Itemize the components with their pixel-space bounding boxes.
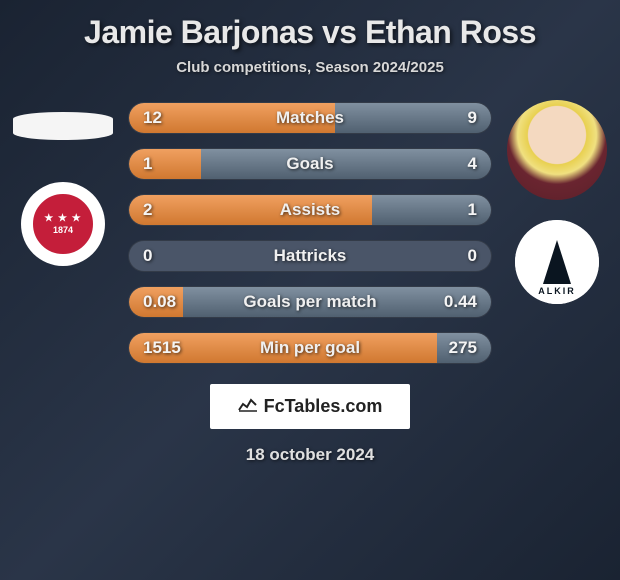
- stat-value-left: 2: [143, 200, 152, 220]
- stat-value-right: 0: [468, 246, 477, 266]
- stat-value-right: 9: [468, 108, 477, 128]
- stat-value-left: 0.08: [143, 292, 176, 312]
- right-player-photo: [507, 100, 607, 200]
- stat-label: Min per goal: [260, 338, 360, 358]
- stat-label: Goals: [286, 154, 333, 174]
- stat-bar-assists: 2 1 Assists: [128, 194, 492, 226]
- stat-value-left: 1: [143, 154, 152, 174]
- stat-bar-matches: 12 9 Matches: [128, 102, 492, 134]
- stat-bar-min-per-goal: 1515 275 Min per goal: [128, 332, 492, 364]
- branding-text: FcTables.com: [264, 396, 383, 417]
- stat-value-right: 4: [468, 154, 477, 174]
- falkirk-text: ALKIR: [538, 286, 576, 296]
- stats-column: 12 9 Matches 1 4 Goals 2 1 Assists 0 0 Hattricks 0.0…: [128, 96, 492, 364]
- stat-label: Hattricks: [274, 246, 347, 266]
- right-player-column: ALKIR: [502, 96, 612, 304]
- stat-label: Goals per match: [243, 292, 376, 312]
- stat-bar-hattricks: 0 0 Hattricks: [128, 240, 492, 272]
- stat-bar-goals: 1 4 Goals: [128, 148, 492, 180]
- snapshot-date: 18 october 2024: [246, 445, 375, 465]
- stat-value-left: 0: [143, 246, 152, 266]
- stat-label: Assists: [280, 200, 340, 220]
- left-player-column: ★ ★ ★ 1874: [8, 96, 118, 266]
- stat-value-left: 12: [143, 108, 162, 128]
- hamilton-year: 1874: [53, 225, 73, 235]
- falkirk-spire-icon: [543, 240, 571, 284]
- stat-value-right: 0.44: [444, 292, 477, 312]
- stat-bar-left-fill: [129, 149, 201, 179]
- left-club-badge: ★ ★ ★ 1874: [21, 182, 105, 266]
- stat-value-right: 275: [449, 338, 477, 358]
- comparison-title: Jamie Barjonas vs Ethan Ross: [84, 14, 536, 51]
- stat-label: Matches: [276, 108, 344, 128]
- stat-value-left: 1515: [143, 338, 181, 358]
- stat-value-right: 1: [468, 200, 477, 220]
- stat-bar-goals-per-match: 0.08 0.44 Goals per match: [128, 286, 492, 318]
- season-subtitle: Club competitions, Season 2024/2025: [176, 59, 444, 76]
- comparison-main: ★ ★ ★ 1874 12 9 Matches 1 4 Goals 2 1 Assists 0 0 H…: [8, 96, 612, 364]
- falkirk-crest: ALKIR: [515, 220, 599, 304]
- right-club-badge: ALKIR: [515, 220, 599, 304]
- stat-bar-right-fill: [201, 149, 491, 179]
- branding-badge: FcTables.com: [210, 384, 411, 429]
- left-player-photo: [13, 112, 113, 140]
- hamilton-crest: ★ ★ ★ 1874: [30, 191, 96, 257]
- hamilton-stars-icon: ★ ★ ★: [44, 213, 81, 224]
- fctables-logo-icon: [238, 396, 258, 417]
